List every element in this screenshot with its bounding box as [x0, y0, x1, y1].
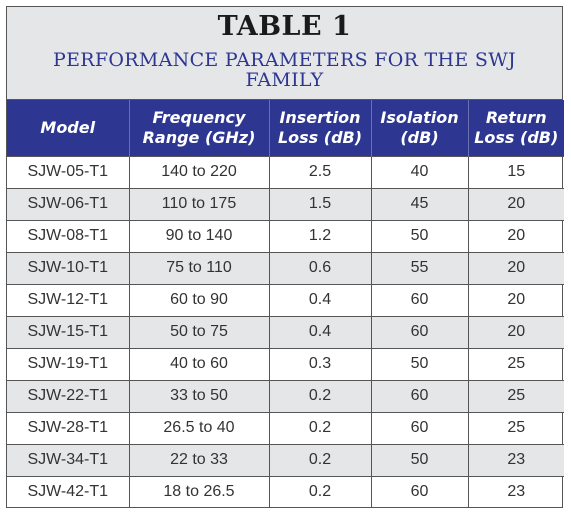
model-cell: SJW-34-T1 [7, 443, 129, 476]
isolation-header-line: (dB) [400, 127, 439, 147]
model-header-line: Model [40, 117, 96, 137]
frequency-range-header: Frequency Range (GHz) [128, 100, 269, 156]
isolation-cell: 60 [370, 411, 468, 444]
return-loss-header: Return Loss (dB) [467, 100, 564, 156]
insertion-loss-cell: 0.2 [268, 475, 371, 508]
isolation-cell: 55 [370, 251, 468, 284]
model-cell: SJW-06-T1 [7, 187, 129, 220]
frequency-range-cell: 110 to 175 [128, 187, 269, 220]
header-row: Model Frequency Range (GHz) Insertion Loss (… [7, 100, 564, 156]
frequency-range-cell: 140 to 220 [128, 155, 269, 188]
model-cell: SJW-08-T1 [7, 219, 129, 252]
table-caption: TABLE 1 PERFORMANCE PARAMETERS FOR THE S… [7, 7, 562, 100]
return-loss-header-line: Return [485, 107, 547, 127]
return-loss-cell: 25 [467, 379, 564, 412]
model-cell: SJW-10-T1 [7, 251, 129, 284]
insertion-loss-cell: 0.6 [268, 251, 371, 284]
return-loss-cell: 20 [467, 283, 564, 316]
insertion-loss-cell: 0.3 [268, 347, 371, 380]
insertion-loss-header-line: Insertion [279, 107, 361, 127]
data-table: Model Frequency Range (GHz) Insertion Loss (… [7, 100, 564, 508]
table-row: SJW-05-T1 140 to 220 2.5 40 15 [7, 155, 564, 188]
isolation-cell: 50 [370, 443, 468, 476]
return-loss-cell: 20 [467, 187, 564, 220]
return-loss-cell: 23 [467, 475, 564, 508]
insertion-loss-cell: 0.2 [268, 443, 371, 476]
table-row: SJW-22-T1 33 to 50 0.2 60 25 [7, 379, 564, 412]
table-row: SJW-19-T1 40 to 60 0.3 50 25 [7, 347, 564, 380]
return-loss-cell: 15 [467, 155, 564, 188]
model-cell: SJW-42-T1 [7, 475, 129, 508]
isolation-header-line: Isolation [380, 107, 459, 127]
insertion-loss-header: Insertion Loss (dB) [268, 100, 371, 156]
frequency-range-header-line: Range (GHz) [142, 127, 256, 147]
table-row: SJW-10-T1 75 to 110 0.6 55 20 [7, 251, 564, 284]
return-loss-cell: 25 [467, 411, 564, 444]
frequency-range-cell: 33 to 50 [128, 379, 269, 412]
return-loss-cell: 23 [467, 443, 564, 476]
model-cell: SJW-28-T1 [7, 411, 129, 444]
return-loss-cell: 20 [467, 251, 564, 284]
isolation-cell: 50 [370, 347, 468, 380]
model-cell: SJW-05-T1 [7, 155, 129, 188]
insertion-loss-cell: 1.5 [268, 187, 371, 220]
isolation-cell: 60 [370, 283, 468, 316]
isolation-cell: 40 [370, 155, 468, 188]
table-row: SJW-15-T1 50 to 75 0.4 60 20 [7, 315, 564, 348]
insertion-loss-header-line: Loss (dB) [277, 127, 363, 147]
table-row: SJW-12-T1 60 to 90 0.4 60 20 [7, 283, 564, 316]
return-loss-cell: 20 [467, 219, 564, 252]
insertion-loss-cell: 0.2 [268, 379, 371, 412]
frequency-range-cell: 18 to 26.5 [128, 475, 269, 508]
frequency-range-cell: 75 to 110 [128, 251, 269, 284]
table-row: SJW-06-T1 110 to 175 1.5 45 20 [7, 187, 564, 220]
table-body: SJW-05-T1 140 to 220 2.5 40 15 SJW-06-T1 110 t… [7, 155, 564, 508]
frequency-range-cell: 60 to 90 [128, 283, 269, 316]
isolation-header: Isolation (dB) [370, 100, 468, 156]
frequency-range-cell: 22 to 33 [128, 443, 269, 476]
performance-table: TABLE 1 PERFORMANCE PARAMETERS FOR THE S… [6, 6, 564, 508]
table-row: SJW-08-T1 90 to 140 1.2 50 20 [7, 219, 564, 252]
isolation-cell: 45 [370, 187, 468, 220]
frequency-range-cell: 90 to 140 [128, 219, 269, 252]
model-cell: SJW-12-T1 [7, 283, 129, 316]
insertion-loss-cell: 0.4 [268, 315, 371, 348]
table-subtitle: PERFORMANCE PARAMETERS FOR THE SWJ FAMIL… [53, 49, 516, 91]
frequency-range-cell: 50 to 75 [128, 315, 269, 348]
isolation-cell: 50 [370, 219, 468, 252]
frequency-range-cell: 40 to 60 [128, 347, 269, 380]
insertion-loss-cell: 1.2 [268, 219, 371, 252]
model-header: Model [7, 100, 129, 156]
return-loss-cell: 25 [467, 347, 564, 380]
insertion-loss-cell: 0.2 [268, 411, 371, 444]
isolation-cell: 60 [370, 315, 468, 348]
model-cell: SJW-22-T1 [7, 379, 129, 412]
return-loss-header-line: Loss (dB) [474, 127, 559, 147]
isolation-cell: 60 [370, 379, 468, 412]
table-row: SJW-42-T1 18 to 26.5 0.2 60 23 [7, 475, 564, 508]
table-row: SJW-34-T1 22 to 33 0.2 50 23 [7, 443, 564, 476]
model-cell: SJW-15-T1 [7, 315, 129, 348]
return-loss-cell: 20 [467, 315, 564, 348]
isolation-cell: 60 [370, 475, 468, 508]
table-row: SJW-28-T1 26.5 to 40 0.2 60 25 [7, 411, 564, 444]
table-title: TABLE 1 [217, 11, 352, 42]
insertion-loss-cell: 0.4 [268, 283, 371, 316]
frequency-range-header-line: Frequency [152, 107, 246, 127]
model-cell: SJW-19-T1 [7, 347, 129, 380]
frequency-range-cell: 26.5 to 40 [128, 411, 269, 444]
insertion-loss-cell: 2.5 [268, 155, 371, 188]
